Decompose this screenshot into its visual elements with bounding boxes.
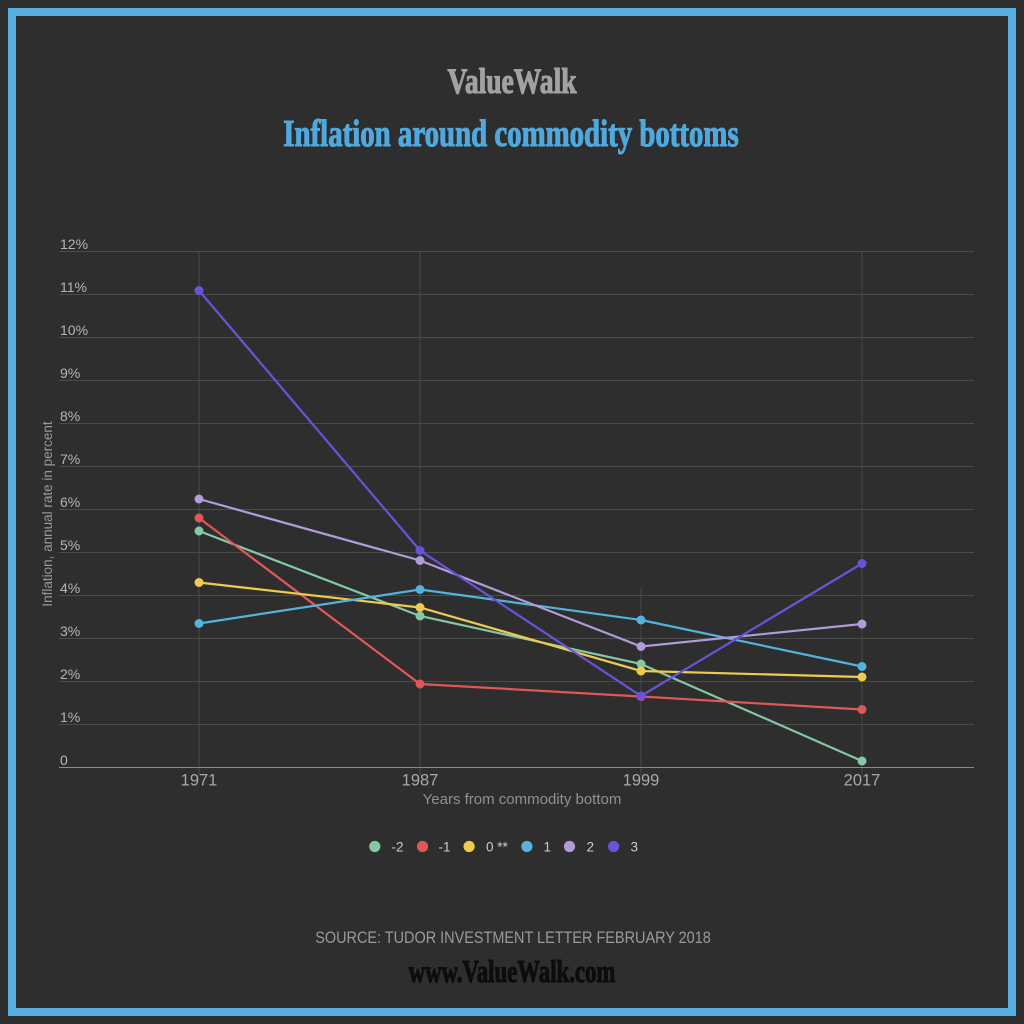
svg-text:2: 2 (587, 840, 595, 855)
svg-text:Inflation, annual rate in perc: Inflation, annual rate in percent (40, 421, 55, 607)
svg-text:0: 0 (60, 752, 68, 768)
svg-text:5%: 5% (60, 537, 80, 553)
svg-text:2%: 2% (60, 666, 80, 682)
svg-text:1971: 1971 (181, 772, 218, 790)
svg-text:1: 1 (544, 840, 552, 855)
svg-text:3: 3 (631, 840, 639, 855)
svg-text:6%: 6% (60, 494, 80, 510)
svg-text:9%: 9% (60, 365, 80, 381)
svg-text:3%: 3% (60, 623, 80, 639)
svg-text:1987: 1987 (402, 772, 439, 790)
svg-text:1999: 1999 (623, 772, 660, 790)
svg-text:2017: 2017 (844, 772, 881, 790)
svg-text:-1: -1 (439, 840, 451, 855)
svg-text:7%: 7% (60, 451, 80, 467)
svg-text:-2: -2 (392, 840, 404, 855)
svg-text:8%: 8% (60, 408, 80, 424)
svg-text:10%: 10% (60, 322, 88, 338)
svg-text:4%: 4% (60, 580, 80, 596)
svg-text:11%: 11% (60, 279, 87, 295)
svg-text:0 **: 0 ** (486, 840, 509, 855)
svg-text:1%: 1% (60, 709, 80, 725)
svg-text:12%: 12% (60, 236, 88, 252)
